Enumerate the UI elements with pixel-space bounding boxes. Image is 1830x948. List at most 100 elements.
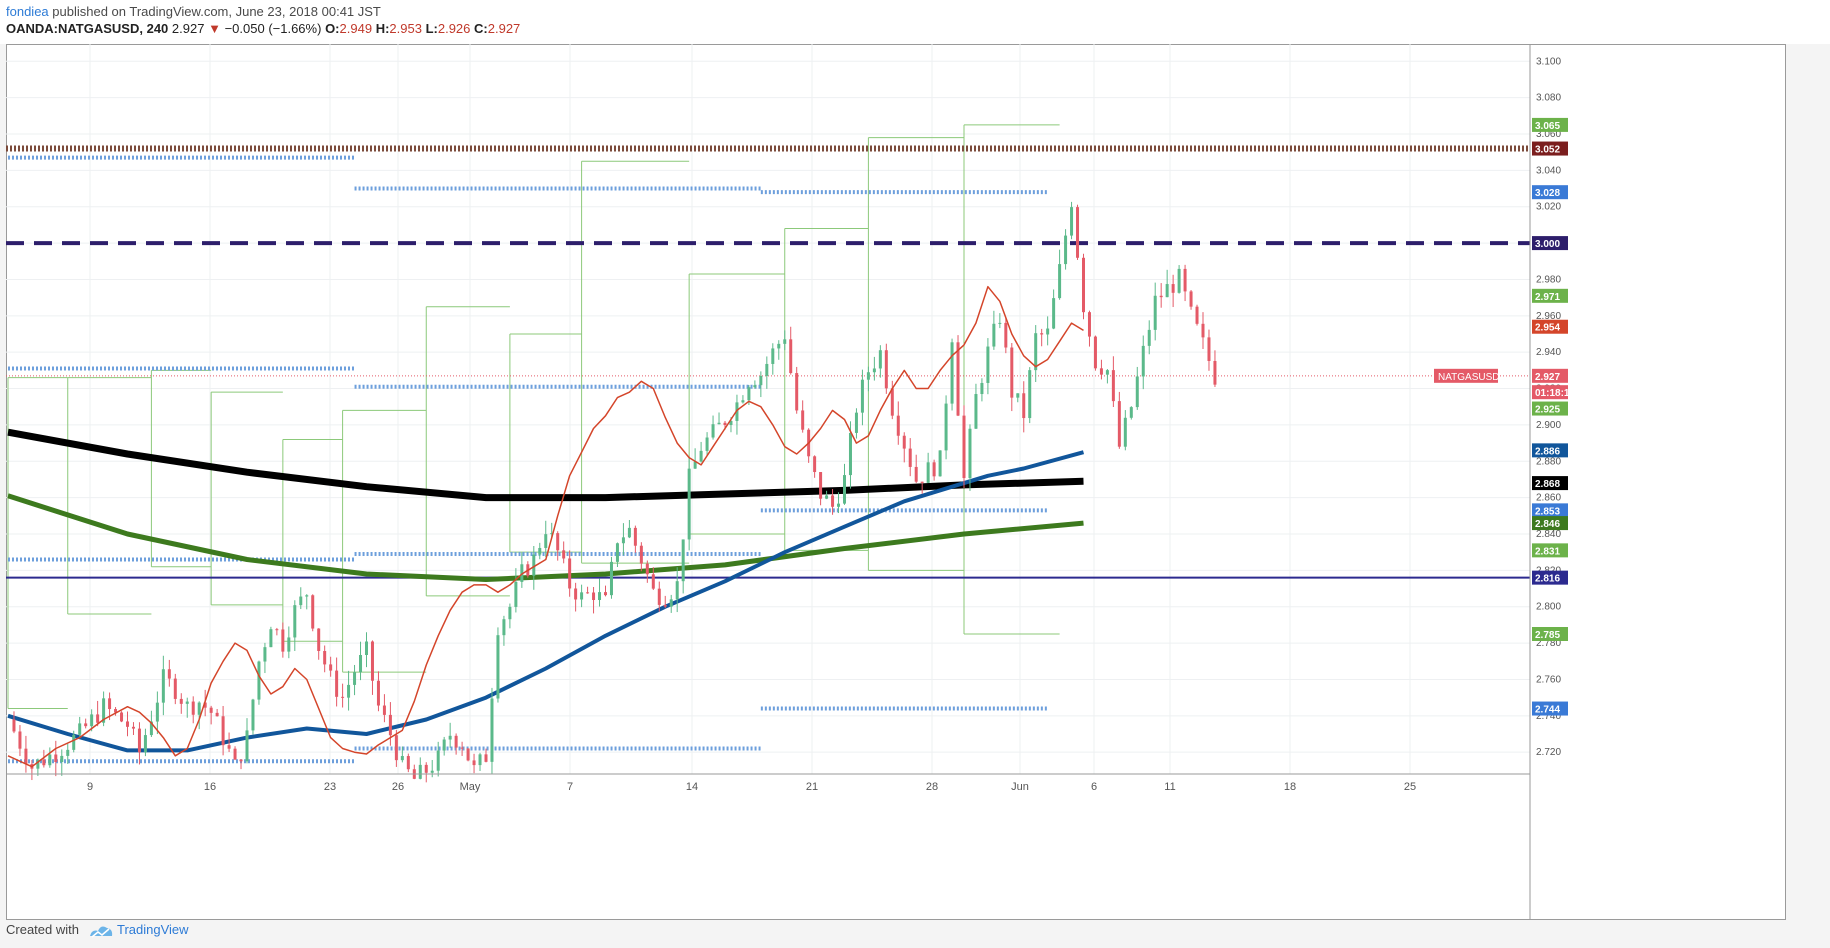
author-link[interactable]: fondiea [6,4,49,19]
candle-body [1141,345,1145,377]
candle-body [108,698,112,710]
candle-body [143,735,147,753]
price-label: 2.853 [1535,506,1560,517]
price-label-box [1532,476,1568,491]
candle-body [854,412,858,433]
symbol-name[interactable]: OANDA:NATGASUSD, 240 [6,21,169,36]
candle-body [1082,257,1085,313]
candle-body [161,669,165,703]
candle-body [592,592,596,601]
candle-body [478,754,482,766]
price-label-box [1532,319,1568,334]
candle-body [114,709,118,713]
price-label: 2.886 [1535,446,1560,457]
candle-body [747,387,751,401]
candle-body [1010,347,1014,398]
y-tick-label: 3.020 [1536,202,1561,213]
ohlc-legend: OANDA:NATGASUSD, 240 2.927 ▼ −0.050 (−1.… [6,21,520,36]
candle-body [496,635,500,699]
publish-info: fondiea published on TradingView.com, Ju… [6,4,381,19]
candle-body [299,596,303,606]
candle-body [872,368,876,373]
candle-body [66,749,70,756]
candle-body [215,712,219,717]
candle-body [209,707,213,713]
candle-body [424,764,428,773]
candle-body [365,641,368,656]
candle-body [197,702,201,715]
candle-body [173,678,177,699]
ema-short-line [7,285,1084,768]
candle-body [615,543,619,562]
created-with-text: Created with [6,922,79,937]
candle-body [568,558,572,589]
candle-body [317,628,321,652]
last-price: 2.927 [171,21,205,36]
close-label: C: [474,21,488,36]
price-label-box [1532,570,1568,585]
candle-body [137,728,141,753]
candle-body [914,466,918,482]
candle-body [1076,207,1080,258]
x-tick-label: 18 [1284,781,1296,793]
candle-body [609,561,613,596]
price-chart[interactable]: 3.100 3.080 3.060 3.040 3.020 3.000 2.980 2.960… [6,44,1786,920]
y-tick-label: 2.740 [1536,711,1561,722]
candle-body [257,661,261,700]
candle-body [1064,235,1068,265]
candle-body [323,651,327,665]
candle-body [669,599,673,607]
price-label-box [1532,503,1568,518]
candle-body [305,595,309,597]
candle-body [1147,329,1151,346]
candle-body [1034,333,1038,371]
candle-body [430,770,434,773]
price-label: 2.954 [1535,323,1560,334]
candle-body [711,424,715,438]
candle-body [962,415,966,479]
candle-body [90,714,94,727]
y-tick-label: 3.100 [1536,56,1561,67]
candle-body [382,705,386,715]
candle-body [394,735,398,761]
tradingview-brand[interactable]: TradingView [117,922,189,937]
price-label: 3.052 [1535,145,1560,156]
candle-body [986,346,990,383]
candle-body [520,564,524,582]
candle-body [878,350,882,369]
candle-body [586,592,590,594]
candle-body [263,647,267,662]
candle-body [729,420,733,426]
candle-body [84,723,88,727]
candle-body [801,410,805,430]
low-label: L: [425,21,438,36]
candle-body [490,698,494,762]
candle-body [896,415,900,436]
candle-body [550,533,554,535]
candle-body [890,388,894,416]
candle-body [24,748,28,765]
open-label: O: [325,21,340,36]
candle-body [155,702,159,722]
candle-body [1207,337,1211,361]
price-label: 3.000 [1535,239,1560,250]
candle-body [191,701,195,715]
candle-body [1159,295,1163,298]
candle-body [795,373,799,411]
candle-body [359,655,363,673]
candle-body [974,394,978,429]
price-change: −0.050 (−1.66%) [224,21,322,36]
candle-body [36,759,40,769]
candle-body [956,342,960,416]
candle-body [639,545,643,564]
y-tick-label: 2.800 [1536,602,1561,613]
price-label-box [1532,516,1568,531]
x-tick-label: May [460,781,481,793]
high-value: 2.953 [389,21,422,36]
candle-body [1087,312,1091,337]
candle-body [1105,370,1109,375]
tradingview-logo-icon[interactable] [88,920,114,944]
candle-body [950,342,954,404]
candle-body [1093,336,1097,369]
candle-body [72,734,76,750]
